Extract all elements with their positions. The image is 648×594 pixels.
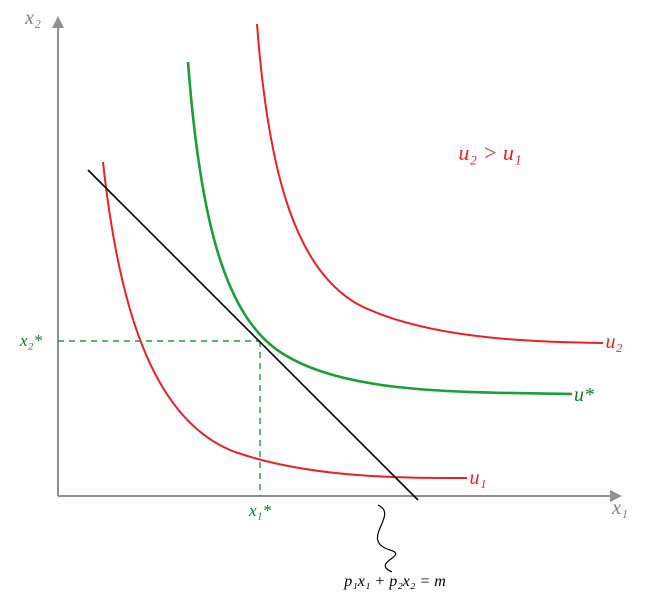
curve-u1 bbox=[103, 162, 467, 478]
label-y-axis: x₂ bbox=[24, 7, 41, 29]
label-budget-equation: p₁x₁ + p₂x₂ = m bbox=[343, 573, 446, 590]
label-u1: u₁ bbox=[470, 467, 487, 489]
y-axis-arrow bbox=[52, 16, 64, 28]
label-x2-star: x₂* bbox=[19, 331, 42, 350]
label-ustar: u* bbox=[574, 384, 594, 406]
budget-squiggle bbox=[377, 505, 395, 572]
indifference-curve-diagram: x₂ x₁ u₁ u₂ u* u₂ > u₁ x₁* x₂* p₁x₁ + p₂x₂ = m bbox=[0, 0, 648, 594]
curve-ustar bbox=[188, 62, 572, 394]
label-inequality: u₂ > u₁ bbox=[458, 140, 521, 165]
label-u2: u₂ bbox=[606, 331, 623, 353]
label-x-axis: x₁ bbox=[611, 497, 628, 519]
label-x1-star: x₁* bbox=[248, 501, 271, 520]
curve-u2 bbox=[257, 24, 603, 343]
